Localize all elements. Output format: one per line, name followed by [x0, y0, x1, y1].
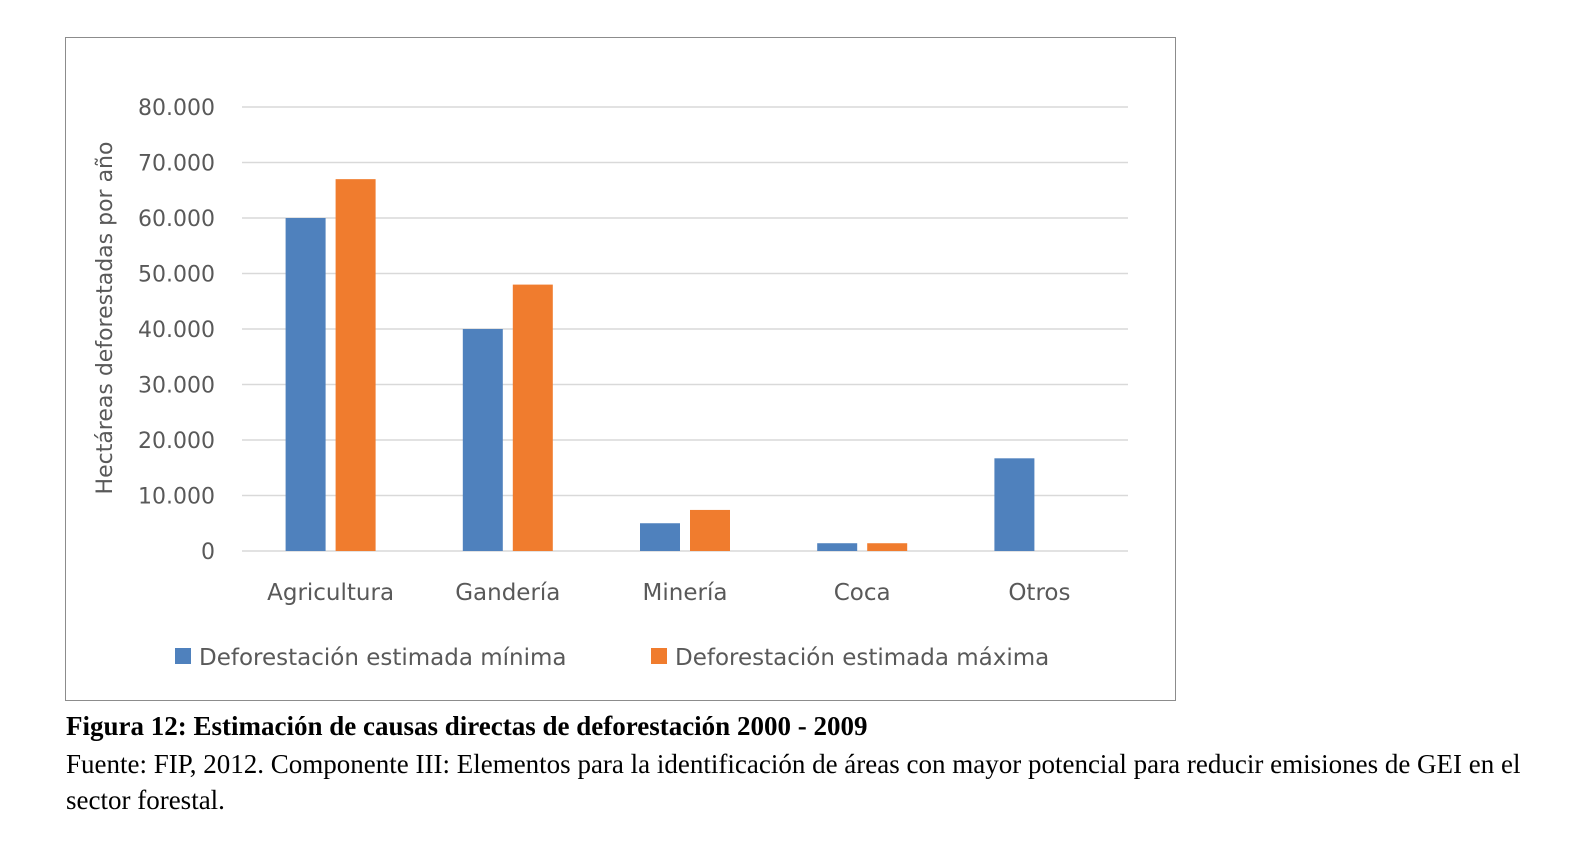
chart-frame: [65, 37, 1176, 701]
legend-label: Deforestación estimada máxima: [675, 645, 1049, 671]
x-tick-label: Agricultura: [267, 580, 394, 606]
x-tick-label: Gandería: [455, 580, 560, 606]
legend-label: Deforestación estimada mínima: [199, 645, 567, 671]
bar-coca-min: [817, 543, 858, 551]
x-tick-label: Otros: [1008, 580, 1070, 606]
y-axis-title: Hectáreas deforestadas por año: [93, 142, 118, 495]
bar-minería-min: [640, 523, 680, 551]
y-tick-label: 0: [201, 540, 215, 565]
bar-gandería-min: [462, 329, 503, 551]
y-tick-label: 50.000: [138, 263, 215, 288]
y-tick-label: 10.000: [138, 485, 215, 510]
y-tick-label: 80.000: [138, 96, 215, 121]
bar-agricultura-min: [285, 218, 326, 551]
figure-caption-title: Figura 12: Estimación de causas directas…: [66, 711, 868, 741]
bar-coca-max: [867, 543, 908, 551]
bar-gandería-max: [512, 284, 553, 551]
legend-swatch: [651, 648, 667, 664]
y-tick-label: 40.000: [138, 318, 215, 343]
x-tick-label: Minería: [643, 580, 728, 606]
y-tick-label: 60.000: [138, 207, 215, 232]
y-tick-label: 30.000: [138, 374, 215, 399]
legend-swatch: [175, 648, 191, 664]
bar-agricultura-max: [335, 179, 376, 551]
bar-otros-min: [994, 458, 1035, 551]
y-tick-label: 20.000: [138, 429, 215, 454]
y-tick-label: 70.000: [138, 152, 215, 177]
figure-caption-source: Fuente: FIP, 2012. Componente III: Eleme…: [66, 749, 1521, 815]
x-tick-label: Coca: [834, 580, 891, 606]
bar-minería-max: [690, 509, 730, 551]
